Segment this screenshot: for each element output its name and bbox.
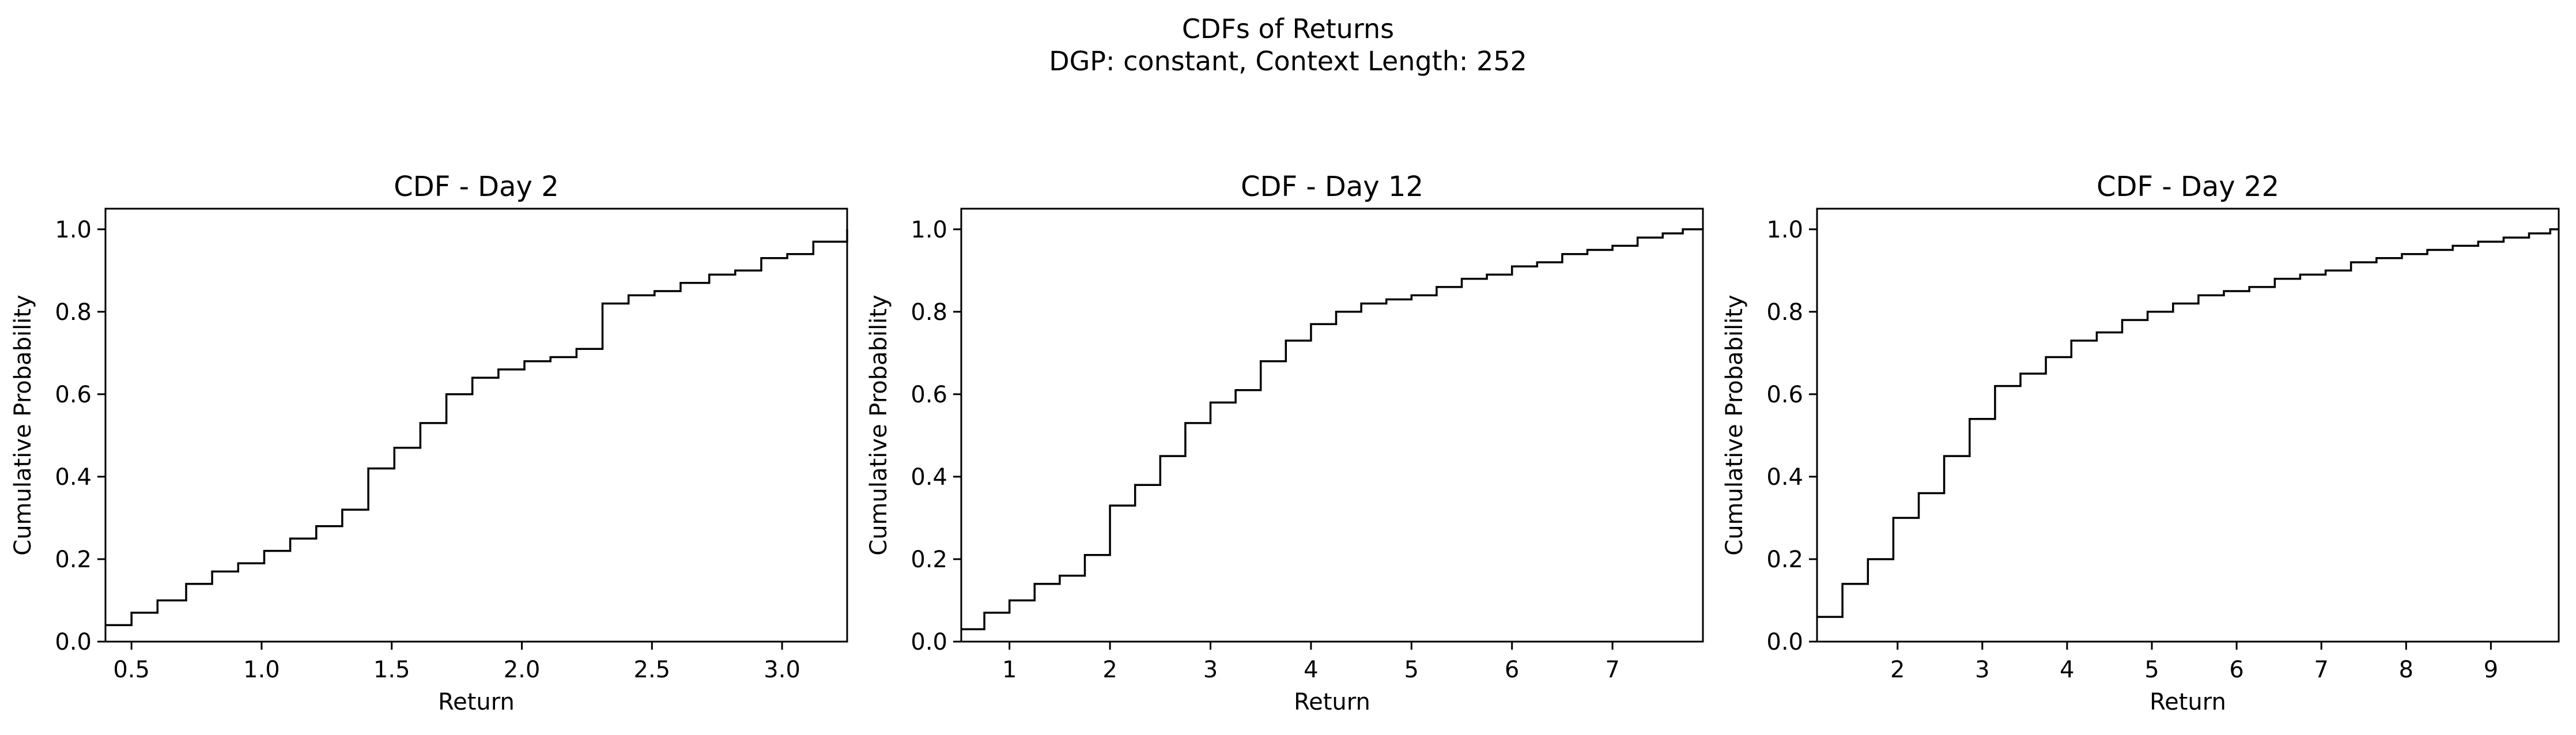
x-tick-label: 1.5 [373, 657, 410, 683]
x-tick-label: 1 [1002, 657, 1017, 683]
y-tick-label: 0.2 [55, 546, 92, 573]
y-axis-label: Cumulative Probability [1721, 295, 1748, 555]
x-tick-label: 9 [2484, 657, 2498, 683]
cdf-panel-day-12: CDF - Day 12 Return Cumulative Probabili… [866, 171, 1704, 715]
x-tick-label: 8 [2399, 657, 2413, 683]
x-tick-label: 1.0 [243, 657, 280, 683]
y-tick-label: 0.8 [1766, 299, 1803, 326]
x-tick-label: 2.5 [634, 657, 671, 683]
y-tick-label: 0.6 [1766, 382, 1803, 408]
x-tick-label: 2 [1102, 657, 1117, 683]
suptitle-line-2: DGP: constant, Context Length: 252 [1049, 46, 1527, 77]
cdf-step-line [961, 228, 1703, 631]
y-tick-label: 0.4 [911, 464, 947, 491]
y-tick-label: 0.0 [1766, 629, 1803, 655]
y-tick-label: 0.6 [55, 382, 92, 408]
cdf-panel-day-22: CDF - Day 22 Return Cumulative Probabili… [1721, 171, 2560, 715]
y-axis-label: Cumulative Probability [10, 295, 36, 555]
axes-frame [1816, 208, 2560, 643]
suptitle-line-1: CDFs of Returns [1182, 13, 1394, 44]
y-tick-label: 0.6 [911, 382, 947, 408]
x-axis-label: Return [1294, 689, 1370, 715]
x-tick-label: 3 [1975, 657, 1989, 683]
x-tick-label: 0.5 [113, 657, 150, 683]
cdf-panel-day-2: CDF - Day 2 Return Cumulative Probabilit… [10, 171, 848, 715]
y-tick-label: 0.4 [55, 464, 92, 491]
panel-title: CDF - Day 12 [1241, 171, 1423, 203]
x-tick-label: 2 [1890, 657, 1905, 683]
x-tick-label: 7 [1605, 657, 1619, 683]
x-tick-label: 6 [2229, 657, 2243, 683]
y-tick-label: 0.8 [55, 299, 92, 326]
x-tick-label: 4 [2060, 657, 2074, 683]
x-tick-label: 3.0 [764, 657, 800, 683]
x-tick-label: 3 [1203, 657, 1218, 683]
y-tick-label: 0.2 [1766, 546, 1803, 573]
x-tick-label: 4 [1304, 657, 1318, 683]
x-tick-label: 7 [2314, 657, 2328, 683]
panel-title: CDF - Day 2 [394, 171, 559, 203]
x-tick-label: 2.0 [504, 657, 541, 683]
x-tick-label: 6 [1505, 657, 1519, 683]
y-tick-label: 1.0 [911, 217, 947, 243]
y-tick-label: 0.0 [55, 629, 92, 655]
y-tick-label: 1.0 [55, 217, 92, 243]
x-axis-label: Return [438, 689, 515, 715]
y-tick-label: 1.0 [1766, 217, 1803, 243]
y-tick-label: 0.0 [911, 629, 947, 655]
axes-frame [960, 208, 1704, 643]
y-tick-label: 0.2 [911, 546, 947, 573]
axes-frame [104, 208, 848, 643]
cdf-step-line [1817, 228, 2559, 618]
cdf-step-line [105, 229, 848, 627]
y-axis-label: Cumulative Probability [866, 295, 892, 555]
x-tick-label: 5 [2144, 657, 2159, 683]
x-tick-label: 5 [1404, 657, 1419, 683]
y-tick-label: 0.4 [1766, 464, 1803, 491]
panel-title: CDF - Day 22 [2097, 171, 2279, 203]
y-tick-label: 0.8 [911, 299, 947, 326]
x-axis-label: Return [2150, 689, 2226, 715]
